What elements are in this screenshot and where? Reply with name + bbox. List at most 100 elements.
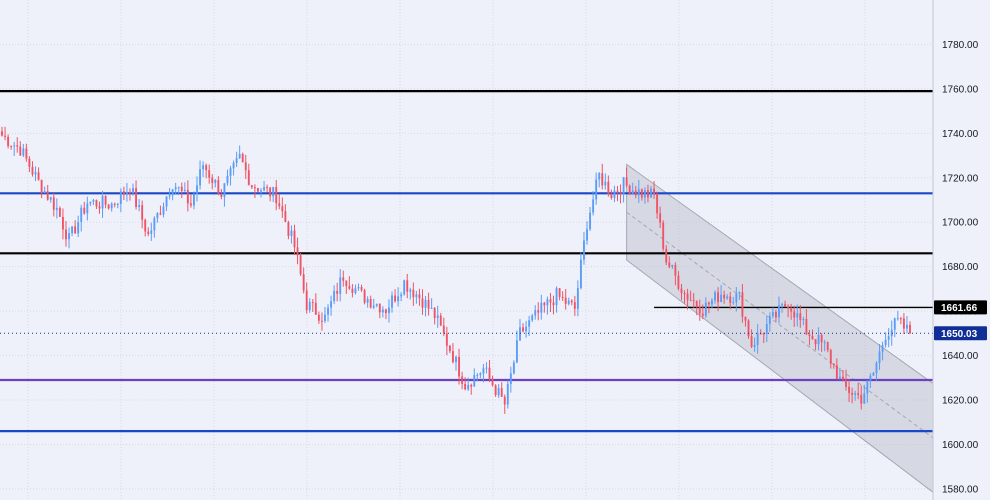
candle <box>799 305 802 328</box>
candle-body <box>714 292 716 301</box>
candle-body <box>909 324 911 334</box>
candle-body <box>793 311 796 318</box>
candle <box>579 252 582 290</box>
candle-body <box>220 194 223 197</box>
candles <box>1 126 911 414</box>
candle-body <box>238 153 241 159</box>
candle-body <box>509 373 512 384</box>
candle-body <box>860 394 863 404</box>
candle <box>40 179 43 199</box>
candle-body <box>31 166 34 175</box>
candle-body <box>543 302 546 306</box>
candle <box>281 197 284 218</box>
candle-body <box>116 203 119 205</box>
candle-body <box>665 248 668 263</box>
candle <box>567 297 570 306</box>
candle <box>467 377 470 391</box>
candle <box>369 295 372 309</box>
candle <box>488 360 491 383</box>
candle-body <box>290 230 293 237</box>
candle <box>391 291 393 313</box>
candle <box>637 179 640 203</box>
candle <box>375 303 378 308</box>
candle-body <box>732 302 735 304</box>
candle <box>784 300 787 308</box>
candle-body <box>643 190 646 198</box>
candle-body <box>135 188 138 208</box>
candle <box>854 390 857 401</box>
candle <box>628 184 631 195</box>
candle <box>214 179 217 188</box>
candle <box>491 375 494 387</box>
candle-body <box>360 287 363 291</box>
candle <box>250 184 253 190</box>
candle <box>220 189 223 200</box>
candle <box>25 143 28 162</box>
candle-body <box>427 299 430 309</box>
candle-body <box>58 207 61 217</box>
candle-body <box>412 289 415 298</box>
candle-body <box>193 194 195 206</box>
candle-body <box>80 207 83 222</box>
candle-body <box>119 191 122 204</box>
candle-body <box>174 187 177 190</box>
y-tick-label: 1700.00 <box>942 218 979 229</box>
candle-body <box>689 299 692 301</box>
candle <box>625 167 628 188</box>
candle-body <box>902 318 905 329</box>
candle-body <box>893 318 896 330</box>
candle-body <box>607 181 610 195</box>
candle-body <box>668 262 671 267</box>
candle <box>141 200 144 229</box>
candle <box>372 298 375 310</box>
candle <box>119 188 122 213</box>
candle <box>10 145 13 150</box>
candle-body <box>522 327 524 332</box>
candle <box>366 296 369 308</box>
candle <box>162 202 165 218</box>
candle-body <box>573 302 576 309</box>
candle-body <box>34 172 37 175</box>
candle <box>354 284 357 295</box>
candle-body <box>168 195 171 197</box>
candle <box>153 216 156 238</box>
candle-body <box>896 318 899 320</box>
candle-body <box>564 297 567 304</box>
candle-body <box>77 221 80 234</box>
candle <box>525 320 528 338</box>
candle <box>537 302 540 321</box>
candle-body <box>531 315 534 321</box>
candle-body <box>55 207 58 210</box>
candle <box>409 287 412 300</box>
candle <box>631 182 634 195</box>
candle <box>189 194 192 208</box>
candle <box>132 183 134 196</box>
candle <box>485 362 488 374</box>
candle <box>351 284 354 298</box>
candle <box>622 176 625 203</box>
candle-body <box>147 231 150 234</box>
axis-panel <box>933 0 990 500</box>
candle <box>692 292 695 308</box>
candle <box>902 313 905 335</box>
candle <box>838 367 841 380</box>
candle <box>689 290 692 302</box>
y-tick-label: 1640.00 <box>942 351 979 362</box>
candle-body <box>61 216 64 230</box>
candle <box>424 295 427 317</box>
candle-body <box>49 197 52 200</box>
candle <box>436 305 439 328</box>
candle-body <box>433 307 436 319</box>
candle-body <box>826 342 829 351</box>
candle <box>662 220 665 252</box>
candle <box>16 137 19 153</box>
price-axis: 1580.001600.001620.001640.001660.001680.… <box>932 0 990 500</box>
candle-body <box>156 213 159 219</box>
candle-body <box>394 295 397 302</box>
candle-body <box>452 351 454 363</box>
candle-body <box>592 199 595 213</box>
candle-body <box>503 396 506 405</box>
candle-body <box>439 315 442 326</box>
candle-body <box>418 294 421 299</box>
price-tag-bg <box>934 326 987 341</box>
